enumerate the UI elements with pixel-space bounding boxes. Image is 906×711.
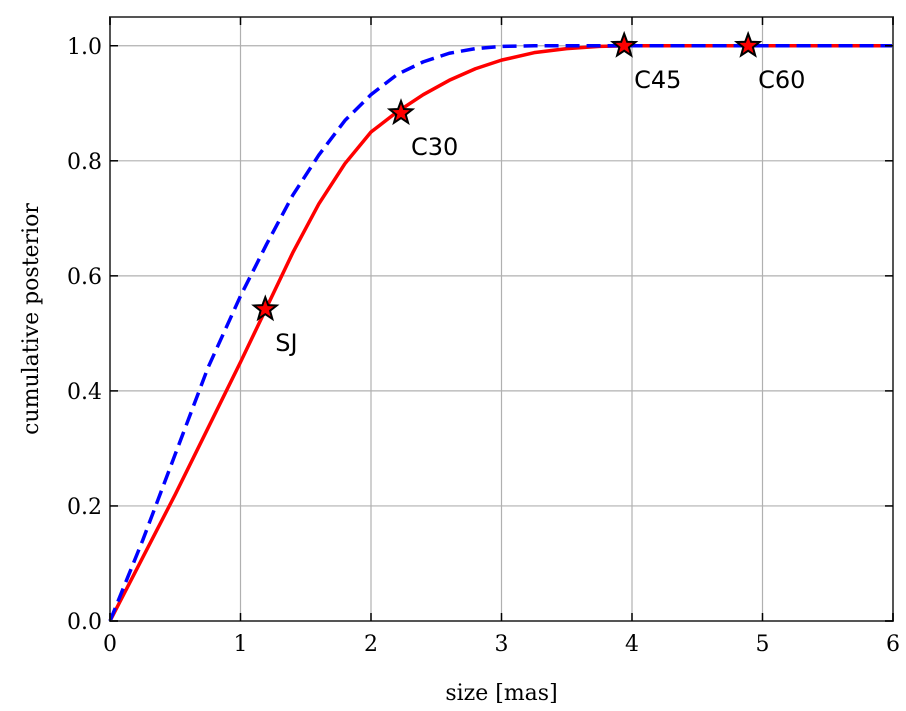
star-marker [386, 98, 416, 126]
x-tick-label: 2 [364, 632, 378, 657]
grid [109, 17, 894, 622]
x-tick-label: 4 [625, 632, 639, 657]
marker-label: C30 [411, 133, 458, 161]
y-tick-label: 0.6 [67, 265, 102, 290]
y-axis-label: cumulative posterior [19, 203, 44, 435]
y-tick-label: 0.2 [67, 495, 102, 520]
star-marker [733, 30, 763, 58]
x-tick-label: 5 [756, 632, 770, 657]
x-tick-label: 0 [103, 632, 117, 657]
markers: SJ C30 C45 C60 [251, 30, 805, 357]
marker-label: C60 [758, 66, 805, 94]
y-tick-label: 0.0 [67, 610, 102, 635]
star-marker [610, 30, 639, 58]
y-tick-label: 0.4 [67, 380, 102, 405]
ticks: 0 1 2 3 4 5 6 0.0 0.2 0.4 0.6 0.8 1.0 [67, 17, 900, 657]
marker-label: C45 [634, 66, 681, 94]
x-tick-label: 6 [886, 632, 900, 657]
x-tick-label: 3 [495, 632, 509, 657]
dashed-series-line [108, 44, 893, 622]
y-tick-label: 0.8 [67, 150, 102, 175]
x-tick-label: 1 [234, 632, 248, 657]
star-marker [251, 294, 280, 322]
marker-label: SJ [275, 329, 297, 357]
y-tick-label: 1.0 [67, 35, 102, 60]
x-axis-label: size [mas] [445, 681, 557, 706]
